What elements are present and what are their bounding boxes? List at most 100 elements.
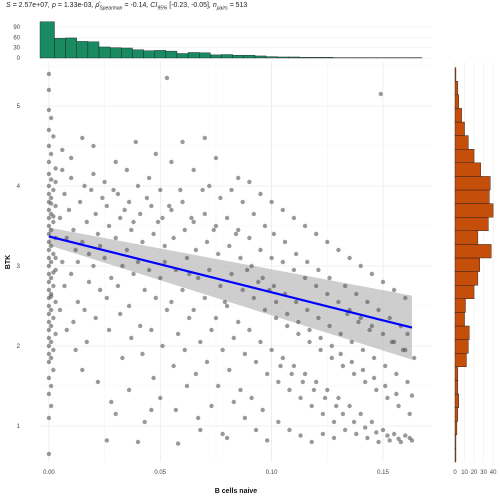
- scatter-point: [403, 295, 408, 301]
- scatter-point: [325, 291, 330, 297]
- scatter-point: [151, 231, 156, 237]
- scatter-point: [385, 433, 390, 438]
- scatter-point: [236, 319, 241, 325]
- scatter-point: [48, 355, 54, 361]
- scatter-point: [233, 231, 239, 237]
- scatter-point: [46, 215, 52, 221]
- scatter-point: [358, 263, 363, 269]
- scatter-point: [247, 235, 252, 241]
- scatter-point: [280, 259, 285, 265]
- scatter-point: [305, 307, 310, 313]
- scatter-point: [309, 403, 314, 409]
- scatter-point: [369, 271, 375, 277]
- scatter-point: [264, 371, 270, 377]
- top-hist-bar: [299, 57, 311, 59]
- scatter-point: [48, 195, 54, 201]
- right-hist-bar: [454, 121, 465, 136]
- scatter-point: [51, 315, 56, 321]
- scatter-point: [313, 231, 319, 237]
- scatter-point: [329, 343, 334, 349]
- scatter-point: [129, 335, 134, 341]
- scatter-point: [48, 323, 54, 329]
- scatter-point: [253, 427, 259, 433]
- scatter-point: [329, 355, 334, 361]
- scatter-point: [60, 259, 65, 265]
- scatter-point: [398, 439, 404, 445]
- right-hist-bar: [454, 325, 470, 340]
- scatter-point: [405, 331, 410, 337]
- top-hist-bar: [199, 52, 211, 59]
- scatter-point: [202, 135, 208, 141]
- right-hist-bar: [454, 203, 494, 218]
- y-tick-label: 3: [17, 264, 21, 270]
- scatter-point: [224, 435, 230, 441]
- scatter-point: [46, 319, 52, 325]
- scatter-point: [296, 319, 301, 325]
- scatter-point: [240, 287, 245, 293]
- scatter-point: [327, 275, 332, 281]
- scatter-point: [213, 223, 219, 229]
- scatter-point: [280, 207, 285, 213]
- scatter-point: [53, 179, 58, 185]
- scatter-point: [122, 207, 127, 213]
- scatter-point: [162, 243, 167, 249]
- scatter-point: [189, 215, 194, 221]
- top-hist-bar: [143, 50, 155, 59]
- scatter-point: [336, 299, 341, 305]
- scatter-point: [387, 438, 392, 443]
- scatter-point: [360, 367, 366, 373]
- scatter-point: [198, 427, 203, 433]
- scatter-point: [309, 439, 314, 445]
- scatter-point: [224, 215, 230, 221]
- scatter-point: [89, 187, 94, 193]
- scatter-point: [403, 347, 408, 353]
- top-hist-bar: [288, 56, 300, 59]
- right-hist-bar: [454, 148, 475, 163]
- scatter-point: [169, 207, 174, 213]
- scatter-point: [191, 167, 196, 173]
- scatter-point: [120, 263, 125, 269]
- scatter-point: [109, 399, 114, 405]
- scatter-point: [53, 166, 58, 171]
- scatter-point: [48, 201, 54, 206]
- scatter-point: [244, 267, 250, 273]
- scatter-point: [383, 383, 388, 389]
- right-hist-bar: [454, 176, 491, 191]
- scatter-point: [149, 327, 154, 333]
- scatter-point: [48, 383, 54, 389]
- scatter-point: [48, 115, 54, 121]
- scatter-point: [325, 387, 330, 393]
- scatter-point: [46, 271, 52, 277]
- scatter-point: [236, 227, 241, 233]
- top-hist-bar: [109, 47, 122, 59]
- scatter-point: [187, 315, 192, 321]
- scatter-point: [198, 339, 203, 345]
- scatter-point: [104, 438, 110, 443]
- y-tick-label: 5: [17, 104, 21, 110]
- scatter-point: [307, 327, 312, 333]
- scatter-point: [53, 331, 58, 337]
- x-tick-label: 0.15: [377, 470, 389, 476]
- scatter-point: [222, 299, 228, 305]
- scatter-point: [391, 431, 397, 437]
- scatter-point: [46, 343, 52, 349]
- scatter-point: [380, 427, 386, 433]
- scatter-point: [242, 351, 248, 357]
- scatter-point: [380, 331, 386, 337]
- scatter-point: [316, 267, 321, 273]
- y-tick-label: 2: [17, 344, 21, 350]
- right-hist-bar: [454, 353, 467, 368]
- scatter-point: [293, 299, 299, 305]
- scatter-point: [302, 223, 308, 229]
- scatter-point: [46, 207, 52, 213]
- scatter-point: [380, 279, 386, 285]
- scatter-point: [93, 315, 98, 321]
- scatter-point: [229, 271, 234, 277]
- right-hist-bar: [454, 67, 457, 82]
- scatter-point: [184, 255, 190, 261]
- scatter-point: [260, 275, 265, 281]
- scatter-point: [280, 355, 285, 361]
- scatter-point: [318, 335, 323, 341]
- scatter-point: [213, 155, 219, 161]
- scatter-point: [276, 379, 281, 385]
